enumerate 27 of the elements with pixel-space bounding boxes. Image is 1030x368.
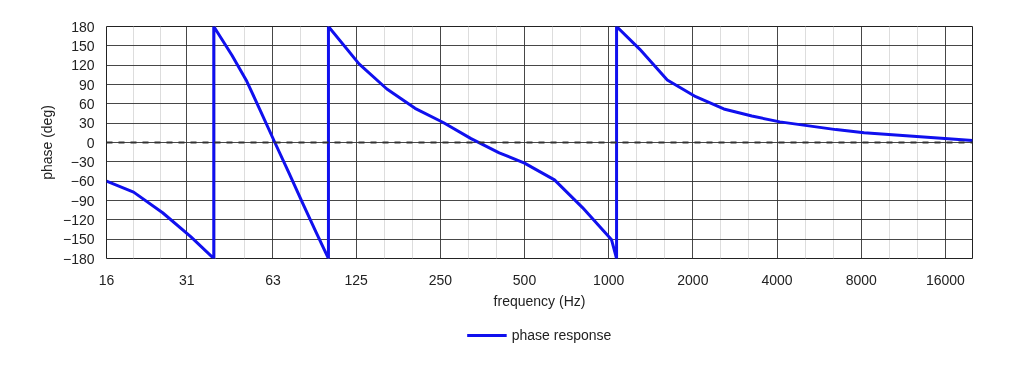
x-tick-label: 2000: [677, 271, 709, 288]
y-tick-label: 150: [71, 37, 95, 54]
x-tick-label: 4000: [761, 271, 793, 288]
x-tick-label: 63: [265, 271, 281, 288]
y-tick-label: 180: [71, 18, 95, 35]
y-axis-title: phase (deg): [38, 105, 55, 180]
x-tick-label: 125: [344, 271, 369, 288]
y-tick-label: 0: [86, 134, 95, 151]
x-axis-title: frequency (Hz): [493, 292, 586, 309]
legend-label: phase response: [511, 327, 612, 343]
y-tick-label: 90: [78, 76, 95, 93]
y-tick-label: −150: [62, 231, 95, 248]
y-tick-label: −60: [70, 173, 95, 190]
y-tick-label: 30: [78, 115, 95, 132]
y-tick-label: −180: [62, 250, 95, 267]
y-tick-label: 60: [78, 95, 95, 112]
x-tick-label: 16000: [925, 271, 966, 288]
x-tick-label: 500: [512, 271, 537, 288]
y-tick-label: −120: [62, 211, 95, 228]
x-tick-label: 16: [98, 271, 115, 288]
x-tick-label: 250: [428, 271, 453, 288]
y-tick-label: −30: [70, 153, 95, 170]
x-tick-label: 8000: [845, 271, 878, 288]
x-tick-label: 31: [179, 271, 195, 288]
x-tick-label: 1000: [593, 271, 625, 288]
y-tick-label: 120: [71, 57, 95, 74]
y-tick-label: −90: [70, 192, 95, 209]
